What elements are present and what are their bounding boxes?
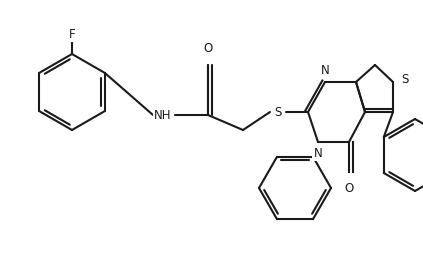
Text: O: O [344, 182, 354, 195]
Text: NH: NH [154, 108, 172, 121]
Text: S: S [401, 73, 408, 86]
Text: O: O [203, 42, 213, 55]
Text: N: N [321, 64, 330, 77]
Text: F: F [69, 28, 75, 41]
Text: N: N [313, 147, 322, 160]
Text: S: S [274, 106, 282, 119]
